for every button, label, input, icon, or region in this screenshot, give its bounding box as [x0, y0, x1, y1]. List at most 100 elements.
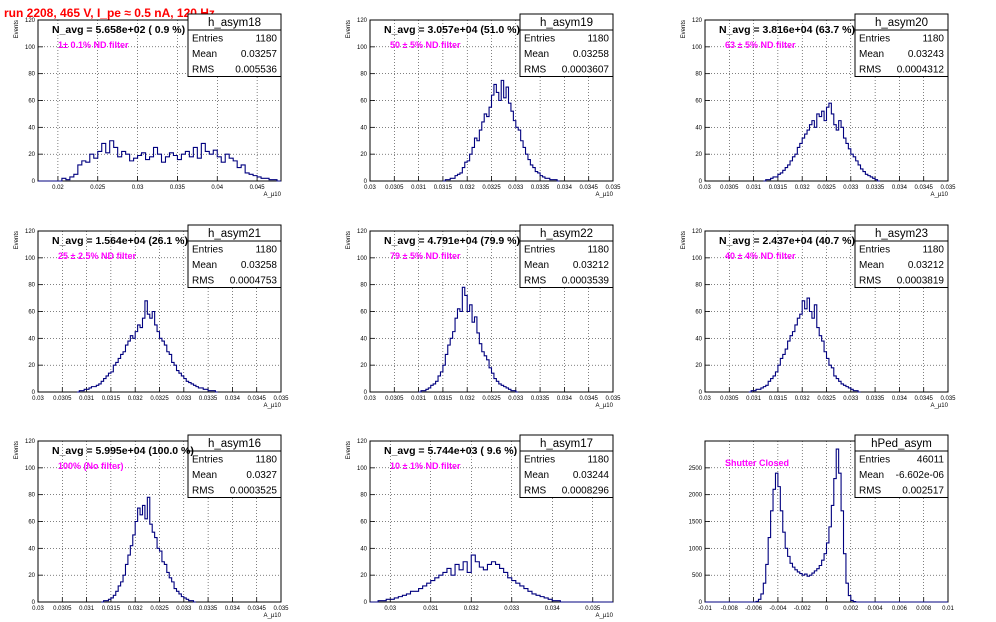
filter-label: 25 ± 2.5% ND filter [58, 251, 136, 261]
y-tick-label: 0 [699, 600, 703, 606]
stat-label-mean: Mean [192, 260, 217, 271]
y-tick-label: 20 [695, 152, 702, 158]
x-tick-label: 0.031 [423, 606, 439, 612]
stats-title: h_asym21 [208, 228, 261, 240]
y-tick-label: 60 [360, 99, 367, 105]
filter-label: 79 ± 5% ND filter [390, 251, 461, 261]
histogram-series-h_asym17 [370, 554, 613, 603]
stat-label-rms: RMS [859, 276, 882, 287]
y-tick-label: 120 [692, 18, 703, 24]
filter-label: Shutter Closed [725, 458, 789, 468]
y-tick-label: 0 [364, 600, 368, 606]
y-tick-label: 60 [360, 310, 367, 316]
x-tick-label: 0.032 [128, 396, 144, 402]
x-tick-label: 0.03 [32, 606, 44, 612]
x-tick-label: 0.034 [545, 606, 561, 612]
stat-label-entries: Entries [524, 245, 555, 256]
x-tick-label: 0.033 [843, 396, 859, 402]
stat-value-rms: 0.0003525 [230, 486, 278, 497]
y-tick-label: 0 [364, 390, 368, 396]
y-tick-label: 40 [28, 546, 35, 552]
navg-annotation: N_avg = 3.816e+04 (63.7 %) [719, 24, 855, 36]
x-tick-label: 0.031 [411, 396, 427, 402]
stat-label-mean: Mean [859, 260, 884, 271]
stat-value-mean: 0.03243 [908, 49, 945, 60]
navg-annotation: N_avg = 4.791e+04 (79.9 %) [384, 235, 520, 247]
stat-value-mean: 0.03258 [573, 49, 610, 60]
y-tick-label: 20 [695, 363, 702, 369]
x-tick-label: 0.031 [79, 396, 95, 402]
y-axis-label: Events [14, 20, 20, 38]
histogram-series-h_asym21 [76, 300, 218, 393]
filter-label: 10 ± 1% ND filter [390, 461, 461, 471]
x-tick-label: 0.0325 [817, 396, 836, 402]
y-tick-label: 40 [28, 125, 35, 131]
stat-label-entries: Entries [859, 245, 890, 256]
x-axis-label: A_μ10 [264, 403, 282, 409]
y-tick-label: 120 [25, 439, 36, 445]
stat-value-mean: 0.0327 [246, 470, 277, 481]
x-tick-label: 0.031 [411, 185, 427, 191]
histogram-panel-h_asym19: 0.03 0.0305 0.031 0.0315 0.032 0.0325 0.033 0.0… [346, 13, 621, 198]
y-tick-label: 20 [28, 152, 35, 158]
x-tick-label: 0.0345 [915, 396, 934, 402]
x-tick-label: 0.04 [211, 185, 223, 191]
stat-value-mean: 0.03212 [573, 260, 610, 271]
y-tick-label: 60 [695, 310, 702, 316]
x-tick-label: 0.034 [557, 185, 573, 191]
y-axis-label: Events [14, 231, 20, 249]
stat-value-entries: 1180 [255, 245, 277, 256]
x-tick-label: 0.033 [504, 606, 520, 612]
y-tick-label: 80 [360, 283, 367, 289]
y-tick-label: 40 [28, 336, 35, 342]
stats-title: h_asym23 [875, 228, 928, 240]
stat-value-rms: 0.0008296 [562, 486, 610, 497]
x-tick-label: 0.032 [460, 396, 476, 402]
y-tick-label: 100 [357, 466, 368, 472]
stat-value-rms: 0.0003819 [897, 276, 945, 287]
stat-value-rms: 0.0004312 [897, 65, 945, 76]
x-tick-label: 0.034 [225, 606, 241, 612]
y-tick-label: 80 [360, 493, 367, 499]
stat-value-rms: 0.005536 [235, 65, 277, 76]
y-tick-label: 60 [360, 520, 367, 526]
stat-value-rms: 0.0004753 [230, 276, 278, 287]
x-tick-label: 0.03 [364, 396, 376, 402]
histogram-series-h_asym16 [101, 496, 196, 603]
y-tick-label: 100 [25, 45, 36, 51]
y-tick-label: 100 [692, 45, 703, 51]
filter-label: 50 ± 5% ND filter [390, 40, 461, 50]
navg-annotation: N_avg = 5.658e+02 ( 0.9 %) [52, 24, 185, 36]
x-tick-label: 0.035 [170, 185, 186, 191]
x-tick-label: 0.03 [132, 185, 144, 191]
navg-annotation: N_avg = 3.057e+04 (51.0 %) [384, 24, 520, 36]
x-tick-label: 0.03 [699, 185, 711, 191]
y-tick-label: 100 [357, 45, 368, 51]
stat-value-mean: 0.03244 [573, 470, 610, 481]
stat-value-entries: 46011 [917, 455, 945, 466]
stats-box [854, 13, 949, 77]
x-tick-label: 0.034 [892, 396, 908, 402]
y-tick-label: 60 [695, 99, 702, 105]
x-axis-label: A_μ10 [596, 192, 614, 198]
y-tick-label: 0 [32, 179, 36, 185]
histogram-grid: 0.02 0.025 0.03 0.035 0.04 0.045 0 20 40 60 80 100 1… [14, 13, 956, 619]
stat-value-entries: 1180 [587, 455, 609, 466]
y-tick-label: 20 [360, 363, 367, 369]
x-tick-label: 0.035 [273, 396, 289, 402]
filter-label: 1± 0.1% ND filter [58, 40, 129, 50]
x-tick-label: 0.032 [128, 606, 144, 612]
x-tick-label: 0.045 [250, 185, 266, 191]
y-tick-label: 0 [32, 600, 36, 606]
x-tick-label: 0.0305 [720, 396, 739, 402]
x-tick-label: 0.034 [225, 396, 241, 402]
y-tick-label: 80 [28, 283, 35, 289]
y-axis-label: Events [346, 441, 352, 459]
stat-label-rms: RMS [524, 276, 547, 287]
x-tick-label: 0.01 [942, 606, 954, 612]
stat-value-rms: 0.0003539 [562, 276, 610, 287]
x-tick-label: 0.0335 [199, 396, 218, 402]
stat-label-rms: RMS [192, 276, 215, 287]
histogram-panel-h_asym17: 0.03 0.031 0.032 0.033 0.034 0.035 0 20 40 60 80 10… [346, 434, 614, 619]
y-tick-label: 40 [360, 546, 367, 552]
